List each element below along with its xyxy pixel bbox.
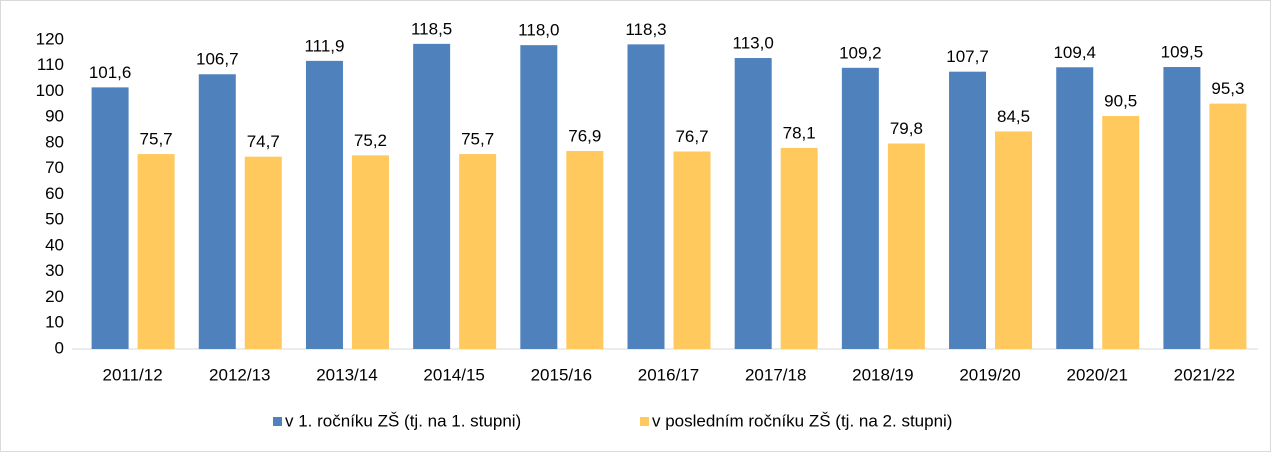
value-label: 75,7 xyxy=(140,130,173,149)
x-tick-label: 2019/20 xyxy=(959,365,1020,384)
value-label: 78,1 xyxy=(783,123,816,142)
legend-label: v 1. ročníku ZŠ (tj. na 1. stupni) xyxy=(285,411,521,430)
bar xyxy=(520,45,558,350)
legend-swatch xyxy=(273,417,282,426)
bar xyxy=(1102,115,1140,350)
bar xyxy=(351,155,389,349)
bar xyxy=(995,131,1033,349)
y-tick-label: 70 xyxy=(45,158,64,177)
value-label: 109,4 xyxy=(1053,43,1096,62)
bar xyxy=(949,71,987,350)
bar xyxy=(244,156,282,349)
x-tick-label: 2015/16 xyxy=(531,365,592,384)
y-tick-label: 120 xyxy=(36,29,64,48)
y-tick-label: 20 xyxy=(45,287,64,306)
value-label: 107,7 xyxy=(946,47,989,66)
value-label: 106,7 xyxy=(196,50,239,69)
bar xyxy=(413,43,451,350)
legend-swatch xyxy=(640,417,649,426)
value-label: 95,3 xyxy=(1211,79,1244,98)
bar xyxy=(627,44,665,349)
value-label: 79,8 xyxy=(890,119,923,138)
x-tick-label: 2016/17 xyxy=(638,365,699,384)
value-label: 76,9 xyxy=(568,126,601,145)
value-label: 74,7 xyxy=(247,132,280,151)
x-tick-label: 2020/21 xyxy=(1067,365,1128,384)
y-tick-label: 60 xyxy=(45,184,64,203)
value-label: 101,6 xyxy=(89,63,132,82)
bar xyxy=(1163,67,1201,349)
bar xyxy=(305,60,343,350)
y-tick-label: 0 xyxy=(55,338,64,357)
bar xyxy=(673,151,711,349)
x-tick-label: 2018/19 xyxy=(852,365,913,384)
value-label: 118,0 xyxy=(518,21,559,40)
bar xyxy=(734,58,772,350)
bar xyxy=(566,150,604,349)
y-tick-label: 80 xyxy=(45,132,64,151)
x-tick-label: 2013/14 xyxy=(316,365,377,384)
y-tick-label: 10 xyxy=(45,313,64,332)
y-tick-label: 100 xyxy=(36,81,64,100)
y-tick-label: 90 xyxy=(45,107,64,126)
x-tick-label: 2014/15 xyxy=(423,365,484,384)
bar xyxy=(841,67,879,349)
bar xyxy=(137,154,175,349)
bar xyxy=(459,154,497,349)
bar xyxy=(1209,103,1247,349)
x-tick-label: 2012/13 xyxy=(209,365,270,384)
x-tick-label: 2011/12 xyxy=(102,365,162,384)
value-label: 75,2 xyxy=(354,131,387,150)
value-label: 84,5 xyxy=(997,107,1030,126)
bar xyxy=(780,147,818,349)
legend-label: v posledním ročníku ZŠ (tj. na 2. stupni… xyxy=(652,411,952,430)
y-tick-label: 40 xyxy=(45,235,64,254)
value-label: 90,5 xyxy=(1104,91,1137,110)
value-label: 113,0 xyxy=(733,34,774,53)
y-tick-label: 110 xyxy=(37,55,64,74)
value-label: 109,2 xyxy=(839,43,882,62)
x-tick-label: 2021/22 xyxy=(1174,365,1235,384)
value-label: 109,5 xyxy=(1161,43,1204,62)
x-tick-label: 2017/18 xyxy=(745,365,806,384)
bar xyxy=(1056,67,1094,350)
y-tick-label: 50 xyxy=(45,210,64,229)
value-label: 118,5 xyxy=(411,19,452,38)
bar xyxy=(887,143,925,349)
value-label: 75,7 xyxy=(461,130,494,149)
value-label: 118,3 xyxy=(625,20,666,39)
value-label: 76,7 xyxy=(675,127,708,146)
bar xyxy=(198,74,236,349)
bar xyxy=(91,87,129,349)
value-label: 111,9 xyxy=(304,36,344,55)
y-tick-label: 30 xyxy=(45,261,64,280)
